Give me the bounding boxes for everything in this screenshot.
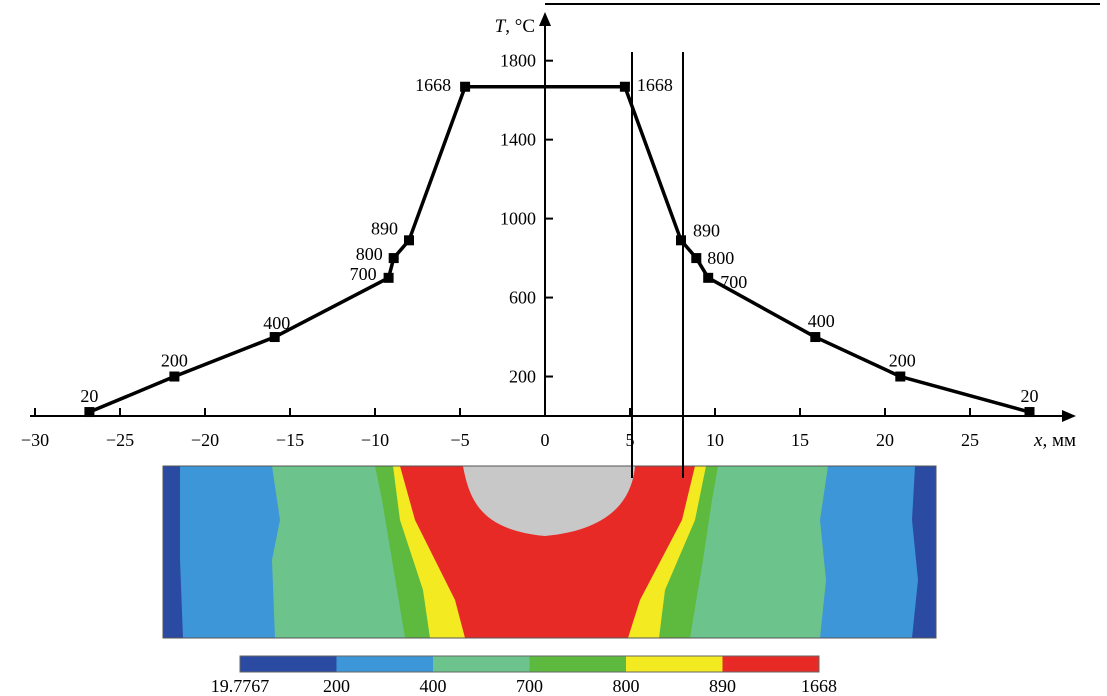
colorbar-segment (722, 656, 820, 672)
weld-contour-map (162, 465, 937, 639)
x-axis-unit: , мм (1042, 430, 1076, 451)
y-axis-label: T, °C (495, 16, 535, 37)
colorbar-segment (240, 656, 337, 672)
x-axis-arrow (1062, 410, 1076, 422)
colorbar-tick-label: 890 (709, 676, 736, 696)
colorbar-segment (529, 656, 627, 672)
x-tick-label: −25 (106, 430, 134, 450)
contour-weld-pool (463, 466, 635, 536)
colorbar-tick-label: 1668 (801, 676, 837, 696)
data-point (691, 253, 702, 264)
colorbar-segment (433, 656, 530, 672)
x-axis-label: x, мм (1033, 430, 1076, 451)
x-axis-symbol: x (1033, 430, 1043, 451)
data-point (460, 81, 471, 92)
axis-ticks: −30 −25 −20 −15 −10 −5 0 5 10 15 20 25 200 600 1000 140… (21, 51, 979, 450)
data-point-label: 800 (707, 248, 734, 268)
data-point (383, 272, 394, 283)
data-point-label: 400 (808, 311, 835, 331)
data-point-label: 400 (263, 313, 290, 333)
data-point (269, 332, 280, 343)
x-tick-label: −5 (450, 430, 469, 450)
data-point-label: 890 (371, 218, 398, 238)
data-point-label: 890 (693, 220, 720, 240)
data-point (169, 371, 180, 382)
data-point-label: 700 (350, 264, 377, 284)
y-axis-unit: , °C (505, 16, 535, 37)
data-point (810, 332, 821, 343)
x-tick-label: 15 (791, 430, 809, 450)
data-point (1024, 407, 1035, 418)
colorbar-frame (239, 655, 820, 673)
data-point-label: 200 (161, 351, 188, 371)
colorbar-tick-label: 800 (613, 676, 640, 696)
data-point (619, 81, 630, 92)
data-point-label: 1668 (415, 75, 451, 95)
contour-frame (162, 465, 937, 639)
data-point-label: 800 (356, 244, 383, 264)
x-tick-label: −15 (276, 430, 304, 450)
data-point (84, 407, 95, 418)
y-tick-label: 600 (509, 288, 536, 308)
data-point (388, 253, 399, 264)
data-point (703, 272, 714, 283)
data-point-label: 200 (889, 351, 916, 371)
colorbar-segment (336, 656, 434, 672)
data-point-label: 1668 (637, 75, 673, 95)
data-point (895, 371, 906, 382)
colorbar: 19.7767 200 400 700 800 890 1668 (211, 655, 837, 696)
x-tick-label: 0 (541, 430, 550, 450)
boundary-lines (631, 52, 684, 478)
data-point (404, 235, 414, 246)
y-axis-symbol: T (495, 16, 507, 37)
x-tick-label: 5 (626, 430, 635, 450)
y-tick-label: 1800 (500, 51, 536, 71)
x-tick-label: −10 (361, 430, 389, 450)
data-point-label: 700 (720, 272, 747, 292)
colorbar-segment (626, 656, 723, 672)
y-axis-arrow (539, 12, 551, 26)
colorbar-tick-label: 19.7767 (211, 676, 270, 696)
x-tick-label: −30 (21, 430, 49, 450)
y-tick-label: 200 (509, 367, 536, 387)
temperature-line (88, 84, 1030, 414)
data-point-label: 20 (1021, 386, 1039, 406)
contour-region-melt (400, 466, 695, 638)
colorbar-tick-label: 700 (516, 676, 543, 696)
x-tick-label: 25 (961, 430, 979, 450)
colorbar-tick-label: 200 (323, 676, 350, 696)
y-tick-label: 1400 (500, 130, 536, 150)
colorbar-tick-label: 400 (420, 676, 447, 696)
data-point (676, 235, 686, 246)
x-tick-label: 10 (706, 430, 724, 450)
y-tick-label: 1000 (500, 209, 536, 229)
data-point-label: 20 (80, 386, 98, 406)
x-tick-label: 20 (876, 430, 894, 450)
x-tick-label: −20 (191, 430, 219, 450)
